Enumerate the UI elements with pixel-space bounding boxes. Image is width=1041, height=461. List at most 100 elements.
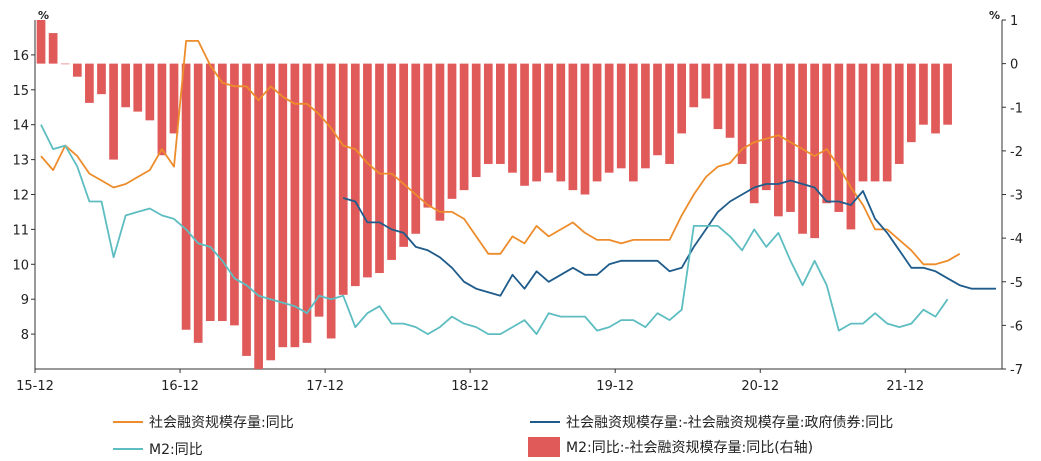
bar — [363, 63, 372, 278]
left-tick-label: 12 — [12, 189, 29, 204]
bar — [870, 63, 880, 182]
bar — [72, 63, 82, 77]
left-tick-label: 15 — [12, 84, 29, 99]
bar — [749, 63, 759, 204]
bar — [254, 63, 263, 369]
bar — [556, 63, 566, 182]
bar — [641, 63, 650, 169]
right-axis-unit: % — [989, 9, 1000, 22]
bar — [338, 63, 348, 295]
bar — [906, 63, 916, 143]
bar — [471, 63, 481, 178]
bar — [375, 63, 384, 274]
bar — [218, 63, 227, 322]
bar — [242, 63, 251, 356]
bar — [411, 63, 421, 234]
bar — [677, 63, 687, 134]
bar — [701, 63, 711, 99]
bar — [85, 63, 94, 103]
left-tick-label: 14 — [12, 119, 29, 134]
right-tick-label: -6 — [1010, 319, 1023, 334]
x-tick-label: 15-12 — [16, 379, 54, 394]
bar — [193, 63, 203, 343]
bar — [181, 63, 191, 330]
bar — [725, 63, 735, 138]
bar — [205, 63, 215, 322]
bar — [653, 63, 662, 156]
bar — [230, 63, 239, 326]
bar — [846, 63, 856, 230]
bar — [48, 33, 58, 64]
bar — [544, 63, 554, 173]
bar — [834, 63, 844, 212]
bar — [761, 63, 771, 191]
bar — [290, 63, 300, 348]
right-tick-label: -7 — [1010, 363, 1023, 378]
bar — [665, 63, 674, 164]
bar — [580, 63, 590, 195]
bar — [266, 63, 276, 361]
bar — [169, 63, 179, 134]
bar — [121, 63, 131, 108]
right-tick-label: 0 — [1010, 58, 1018, 73]
bar — [399, 63, 409, 247]
line-social-financing — [40, 40, 961, 266]
line-ex-gov-bonds — [342, 179, 996, 297]
bar — [774, 63, 783, 217]
bar — [36, 20, 46, 64]
bar — [737, 63, 747, 164]
x-tick-label: 19-12 — [596, 379, 634, 394]
bar — [786, 63, 795, 212]
x-tick-label: 20-12 — [741, 379, 779, 394]
line-m2 — [40, 124, 949, 336]
bar — [387, 63, 396, 260]
left-tick-label: 10 — [12, 258, 29, 273]
bar — [60, 63, 70, 65]
bar — [882, 63, 892, 182]
left-tick-label: 8 — [21, 328, 29, 343]
left-axis-unit: % — [38, 9, 49, 22]
bar — [858, 63, 868, 182]
bar-series-m2-gap — [36, 20, 952, 369]
right-tick-label: -3 — [1010, 189, 1023, 204]
bar — [919, 63, 928, 125]
bar — [822, 63, 832, 204]
x-tick-label: 18-12 — [451, 379, 489, 394]
x-tick-label: 17-12 — [306, 379, 344, 394]
bar — [133, 63, 143, 112]
bar — [592, 63, 602, 182]
right-tick-label: 1 — [1010, 14, 1018, 29]
bar — [520, 63, 529, 186]
bar — [483, 63, 493, 164]
bar — [604, 63, 614, 173]
bar — [532, 63, 541, 182]
right-tick-label: -5 — [1010, 276, 1023, 291]
x-tick-label: 16-12 — [161, 379, 199, 394]
bar — [302, 63, 312, 343]
bar — [423, 63, 433, 208]
bar — [496, 63, 505, 164]
bar — [157, 63, 167, 156]
bar — [894, 63, 904, 164]
x-tick-label: 21-12 — [886, 379, 924, 394]
left-tick-label: 11 — [12, 223, 29, 238]
bar — [314, 63, 324, 317]
bar — [459, 63, 469, 191]
bar — [435, 63, 445, 221]
bar — [713, 63, 723, 130]
bar — [447, 63, 457, 199]
left-tick-label: 16 — [12, 49, 29, 64]
right-tick-label: -1 — [1010, 101, 1023, 116]
bar — [616, 63, 626, 169]
bar — [508, 63, 517, 173]
bar — [810, 63, 819, 239]
right-tick-label: -2 — [1010, 145, 1023, 160]
right-tick-label: -4 — [1010, 232, 1023, 247]
left-tick-label: 13 — [12, 154, 29, 169]
bar — [943, 63, 952, 125]
bar — [278, 63, 288, 348]
bar — [628, 63, 638, 182]
bar — [97, 63, 106, 95]
bar — [109, 63, 118, 160]
